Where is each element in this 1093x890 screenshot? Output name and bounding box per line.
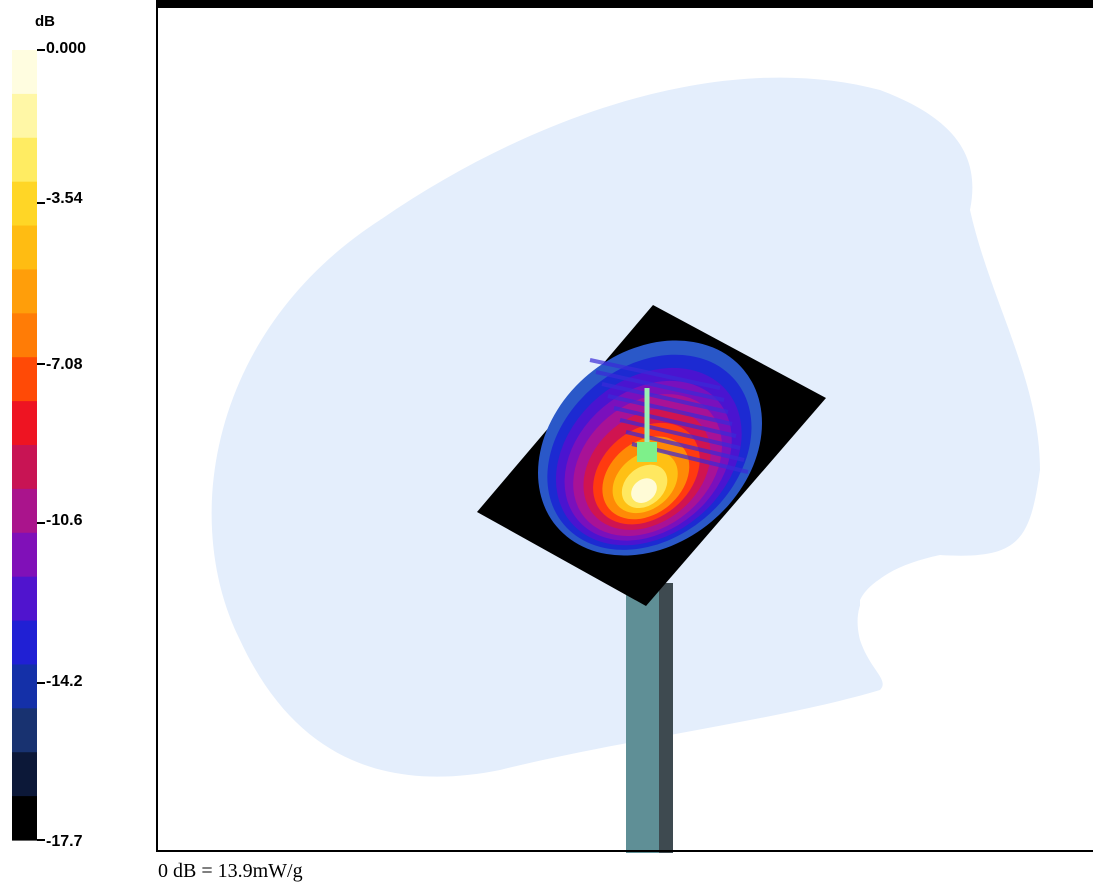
colorbar-swatch — [12, 93, 37, 139]
colorbar-swatch — [12, 664, 37, 709]
colorbar-swatch — [12, 708, 37, 753]
colorbar-swatch — [12, 445, 37, 490]
colorbar-swatch — [12, 137, 37, 183]
colorbar-swatch — [12, 357, 37, 402]
device-stand-side — [659, 583, 673, 853]
colorbar-swatch — [12, 620, 37, 666]
colorbar-swatch — [12, 576, 37, 622]
phantom-notch — [860, 562, 1015, 654]
colorbar-tick-label-2: -7.08 — [46, 356, 83, 373]
colorbar — [12, 49, 45, 841]
colorbar-swatch — [12, 796, 37, 841]
colorbar-tick-label-3: -10.6 — [46, 512, 83, 529]
reference-note: 0 dB = 13.9mW/g — [158, 860, 303, 882]
colorbar-swatch — [12, 313, 37, 358]
colorbar-swatch — [12, 50, 37, 95]
hotspot-stripe — [607, 394, 733, 426]
hotspot-stripe — [601, 382, 729, 414]
colorbar-tick-label-1: -3.54 — [46, 190, 83, 207]
hotspot-stripe — [589, 358, 721, 390]
plot-area — [211, 77, 1041, 853]
colorbar-swatch — [12, 225, 37, 271]
colorbar-swatch — [12, 752, 37, 797]
colorbar-swatch — [12, 488, 37, 534]
hotspot-stripe — [595, 370, 725, 402]
colorbar-tick-label-4: -14.2 — [46, 673, 83, 690]
colorbar-swatch — [12, 532, 37, 578]
device-stand-front — [626, 583, 659, 853]
plot-frame — [156, 6, 1093, 852]
hotspot-stripe — [613, 406, 737, 438]
colorbar-swatch — [12, 401, 37, 446]
hotspot-contour — [631, 478, 657, 503]
colorbar-swatch — [12, 269, 37, 314]
colorbar-tick-label-0: 0.000 — [46, 40, 87, 57]
hotspot-stripe — [619, 418, 741, 450]
colorbar-unit-label: dB — [35, 13, 55, 30]
probe-marker — [637, 442, 657, 462]
colorbar-tick-label-5: -17.7 — [46, 833, 83, 850]
colorbar-swatch — [12, 181, 37, 227]
title-strip-cropped — [156, 0, 1093, 8]
